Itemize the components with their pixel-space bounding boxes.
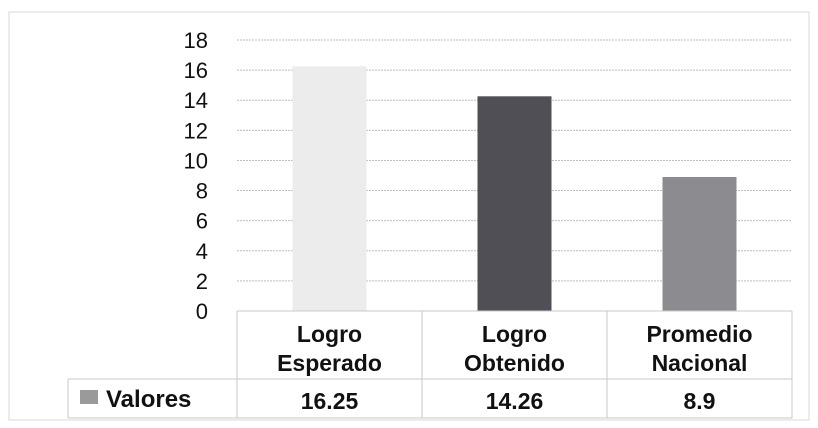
y-tick-label: 16: [184, 58, 208, 83]
y-tick-label: 12: [184, 118, 208, 143]
y-tick-label: 0: [196, 299, 208, 324]
bar: [662, 177, 737, 311]
legend-label: Valores: [106, 386, 191, 413]
y-tick-label: 8: [196, 179, 208, 204]
x-tick-label: Obtenido: [464, 350, 565, 376]
bar: [477, 96, 552, 312]
data-label: 14.26: [486, 388, 544, 414]
legend-key: [80, 390, 98, 404]
x-tick-label: Nacional: [652, 350, 748, 376]
x-tick-label: Promedio: [646, 321, 752, 347]
y-tick-label: 14: [184, 88, 208, 113]
x-tick-label: Logro: [297, 321, 362, 347]
x-tick-label: Esperado: [277, 350, 382, 376]
y-tick-label: 10: [184, 148, 208, 173]
bar: [292, 66, 367, 311]
data-label: 16.25: [301, 388, 359, 414]
y-tick-label: 4: [196, 239, 208, 264]
y-tick-label: 2: [196, 269, 208, 294]
y-tick-label: 6: [196, 209, 208, 234]
data-label: 8.9: [684, 388, 716, 414]
x-tick-label: Logro: [482, 321, 547, 347]
chart-border: [8, 11, 810, 421]
y-tick-label: 18: [184, 28, 208, 53]
